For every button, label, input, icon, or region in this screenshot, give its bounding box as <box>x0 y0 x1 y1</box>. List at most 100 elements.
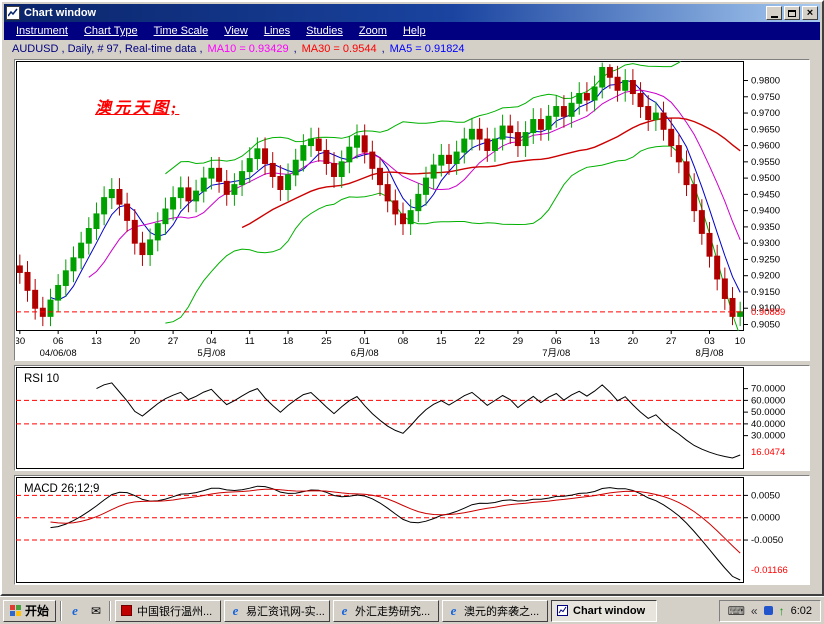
network-icon[interactable] <box>763 606 773 615</box>
ma30-value: MA30 = 0.9544 <box>301 42 377 55</box>
menu-zoom[interactable]: Zoom <box>358 25 387 37</box>
taskbar-separator <box>109 600 112 621</box>
svg-text:13: 13 <box>589 336 600 347</box>
quick-launch-mail-icon[interactable]: ✉ <box>90 603 102 618</box>
task-aud-article[interactable]: e 澳元的奔袭之... <box>442 599 549 622</box>
chart-window-icon <box>556 604 569 617</box>
svg-text:50.0000: 50.0000 <box>751 407 785 418</box>
svg-text:27: 27 <box>666 336 677 347</box>
title-bar[interactable]: Chart window × <box>4 4 820 22</box>
ma5-value: MA5 = 0.91824 <box>389 42 465 55</box>
svg-text:20: 20 <box>129 336 140 347</box>
chart-annotation: 澳元天图; <box>95 100 180 117</box>
svg-text:0.9200: 0.9200 <box>751 271 780 282</box>
svg-text:0.9250: 0.9250 <box>751 254 780 265</box>
svg-text:0.90889: 0.90889 <box>751 307 785 318</box>
menu-bar: Instrument Chart Type Time Scale View Li… <box>4 22 820 40</box>
svg-text:-0.0050: -0.0050 <box>751 535 783 546</box>
svg-text:0.9400: 0.9400 <box>751 206 780 217</box>
svg-text:8月/08: 8月/08 <box>696 348 724 359</box>
svg-text:0.0000: 0.0000 <box>751 513 780 524</box>
svg-text:04: 04 <box>206 336 217 347</box>
svg-text:MACD 26;12;9: MACD 26;12;9 <box>24 483 99 495</box>
bank-site-icon <box>121 605 133 616</box>
svg-text:27: 27 <box>168 336 179 347</box>
info-bar: AUDUSD , Daily, # 97, Real-time data , M… <box>4 40 820 57</box>
svg-text:03: 03 <box>704 336 715 347</box>
svg-text:18: 18 <box>283 336 294 347</box>
maximize-icon <box>788 9 796 17</box>
menu-help[interactable]: Help <box>402 25 426 37</box>
macd-pane: 0.0050 0.0000 -0.0050 -0.01166 MACD 26;12;9 <box>14 475 810 585</box>
menu-instrument[interactable]: Instrument <box>16 25 68 37</box>
svg-text:30.0000: 30.0000 <box>751 431 785 442</box>
macd-chart[interactable]: 0.0050 0.0000 -0.0050 -0.01166 MACD 26;12;9 <box>16 477 808 583</box>
svg-text:29: 29 <box>513 336 524 347</box>
task-chart-window[interactable]: Chart window <box>551 599 658 622</box>
svg-text:0.9150: 0.9150 <box>751 287 780 298</box>
svg-text:04/06/08: 04/06/08 <box>40 348 77 359</box>
quick-launch-ie-icon[interactable]: e <box>72 602 78 618</box>
svg-text:6月/08: 6月/08 <box>351 348 379 359</box>
svg-text:0.9300: 0.9300 <box>751 238 780 249</box>
svg-text:20: 20 <box>628 336 639 347</box>
svg-text:16.0474: 16.0474 <box>751 447 785 458</box>
svg-text:5月/08: 5月/08 <box>197 348 225 359</box>
svg-text:70.0000: 70.0000 <box>751 384 785 395</box>
window-title: Chart window <box>24 7 97 19</box>
taskbar-separator <box>60 600 63 621</box>
task-fx-research-site[interactable]: e 外汇走势研究... <box>333 599 440 622</box>
svg-text:0.9700: 0.9700 <box>751 108 780 119</box>
taskbar: 开始 e ✉ 中国银行温州... e 易汇资讯网-实... e 外汇走势研究..… <box>0 596 824 624</box>
collapse-chevron-icon[interactable]: « <box>750 603 758 618</box>
svg-text:0.9600: 0.9600 <box>751 141 780 152</box>
svg-text:15: 15 <box>436 336 447 347</box>
svg-text:10: 10 <box>735 336 746 347</box>
windows-logo-icon <box>10 605 21 616</box>
minimize-button[interactable] <box>766 6 782 20</box>
svg-text:0.0050: 0.0050 <box>751 490 780 501</box>
menu-lines[interactable]: Lines <box>263 25 291 37</box>
task-bank-site[interactable]: 中国银行温州... <box>115 599 222 622</box>
instrument-info: AUDUSD , Daily, # 97, Real-time data , <box>12 42 203 55</box>
separator-comma: , <box>381 42 385 55</box>
svg-text:13: 13 <box>91 336 102 347</box>
svg-text:06: 06 <box>551 336 562 347</box>
svg-text:25: 25 <box>321 336 332 347</box>
ie-icon: e <box>341 602 348 618</box>
svg-text:0.9100: 0.9100 <box>751 303 780 314</box>
svg-text:0.9550: 0.9550 <box>751 157 780 168</box>
svg-text:08: 08 <box>398 336 409 347</box>
task-fx-news-site[interactable]: e 易汇资讯网-实... <box>224 599 331 622</box>
menu-time-scale[interactable]: Time Scale <box>153 25 209 37</box>
svg-text:22: 22 <box>474 336 485 347</box>
svg-text:-0.01166: -0.01166 <box>751 565 788 576</box>
menu-chart-type[interactable]: Chart Type <box>83 25 138 37</box>
start-button[interactable]: 开始 <box>3 599 57 622</box>
system-tray: ⌨ « ↑ 6:02 <box>718 599 821 622</box>
keyboard-icon[interactable]: ⌨ <box>727 603 745 618</box>
minimize-icon <box>770 15 778 18</box>
svg-text:06: 06 <box>53 336 64 347</box>
svg-text:0.9800: 0.9800 <box>751 76 780 87</box>
price-pane: 0.9800 0.9750 0.9700 0.9650 0.9600 0.9550 0.95… <box>14 59 810 361</box>
upload-arrow-icon[interactable]: ↑ <box>778 603 785 618</box>
separator-comma: , <box>293 42 297 55</box>
start-label: 开始 <box>25 604 50 618</box>
menu-studies[interactable]: Studies <box>306 25 343 37</box>
svg-text:0.9650: 0.9650 <box>751 124 780 135</box>
price-chart[interactable]: 0.9800 0.9750 0.9700 0.9650 0.9600 0.9550 0.95… <box>16 61 808 359</box>
chart-window: Chart window × Instrument Chart Type Tim… <box>0 0 824 596</box>
window-icon <box>6 6 20 20</box>
ie-icon: e <box>450 602 457 618</box>
close-button[interactable]: × <box>802 6 818 20</box>
maximize-button[interactable] <box>784 6 800 20</box>
menu-view[interactable]: View <box>224 25 248 37</box>
svg-text:0.9350: 0.9350 <box>751 222 780 233</box>
taskbar-clock[interactable]: 6:02 <box>790 604 812 617</box>
svg-text:0.9500: 0.9500 <box>751 173 780 184</box>
svg-text:01: 01 <box>359 336 370 347</box>
ie-icon: e <box>232 602 239 618</box>
